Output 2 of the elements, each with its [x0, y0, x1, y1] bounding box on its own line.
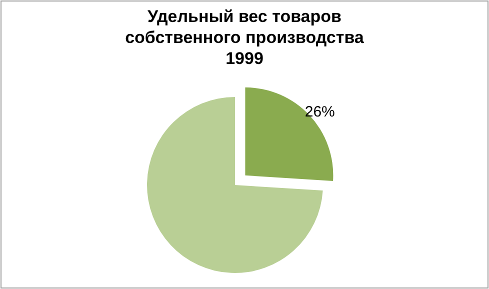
- chart-title: Удельный вес товаров собственного производства 1999: [125, 7, 364, 68]
- data-label: 26%: [304, 104, 335, 121]
